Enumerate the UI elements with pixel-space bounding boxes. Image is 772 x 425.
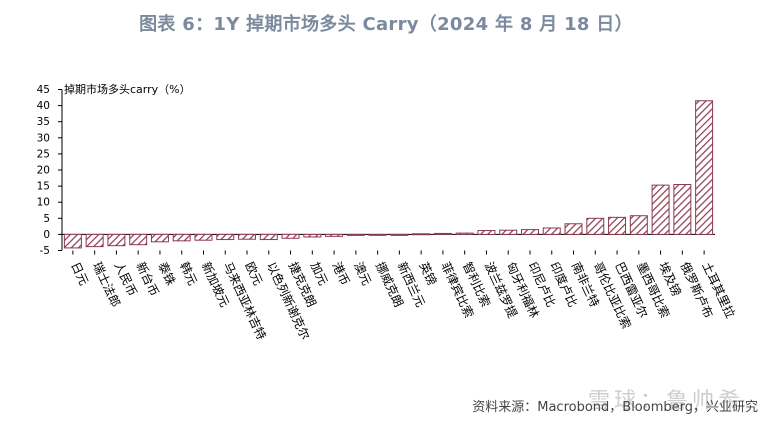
y-tick-label: -5: [40, 245, 50, 257]
bar-11: [281, 233, 300, 239]
x-tick-label: 加元: [308, 260, 331, 288]
bar-15: [368, 233, 387, 236]
bar-4: [129, 233, 148, 246]
y-tick-label: 15: [37, 181, 50, 193]
x-tick-label: 英镑: [416, 259, 440, 287]
y-tick-label: 45: [37, 84, 50, 96]
bar-27: [629, 215, 648, 235]
x-tick-label: 泰铢: [155, 259, 179, 287]
bar-10: [259, 233, 278, 241]
bar-26: [608, 216, 627, 235]
y-tick-label: 35: [37, 116, 50, 128]
bar-17: [412, 233, 431, 236]
bar-9: [238, 233, 257, 240]
bar-1: [63, 233, 82, 249]
bar-25: [586, 217, 605, 235]
y-axis-label: 掉期市场多头carry（%）: [64, 82, 191, 96]
bar-23: [542, 227, 561, 235]
bar-8: [216, 233, 235, 241]
bar-5: [150, 233, 169, 243]
bar-14: [346, 233, 365, 236]
y-tick-label: 25: [37, 148, 50, 160]
source-note: 资料来源：Macrobond，Bloomberg，兴业研究: [472, 400, 758, 415]
y-tick-label: 20: [37, 165, 50, 177]
y-tick-label: 0: [43, 229, 50, 241]
bar-19: [455, 232, 474, 235]
bar-22: [520, 229, 539, 235]
bar-6: [172, 233, 191, 242]
bar-18: [433, 232, 452, 235]
bar-30: [695, 100, 714, 235]
y-tick-label: 5: [43, 213, 50, 225]
x-tick-label: 港币: [329, 260, 352, 288]
bar-12: [303, 233, 322, 238]
x-tick-label: 欧元: [242, 260, 265, 288]
bar-20: [477, 230, 496, 235]
bar-3: [107, 233, 126, 247]
watermark: 雪球：鲁帅希: [588, 389, 745, 414]
x-tick-label: 韩元: [177, 259, 201, 287]
x-tick-label: 澳元: [351, 260, 374, 288]
bar-24: [564, 223, 583, 235]
bar-21: [499, 229, 518, 235]
bar-2: [85, 233, 104, 248]
bar-28: [651, 184, 670, 235]
bar-13: [325, 233, 344, 237]
y-tick-label: 30: [37, 132, 50, 144]
chart-title: 图表 6：1Y 掉期市场多头 Carry（2024 年 8 月 18 日）: [139, 14, 633, 35]
bar-7: [194, 233, 213, 241]
y-tick-label: 40: [37, 100, 50, 112]
y-tick-label: 10: [37, 197, 50, 209]
bar-16: [390, 233, 409, 236]
bar-29: [673, 183, 692, 235]
x-tick-label: 日元: [68, 260, 91, 288]
